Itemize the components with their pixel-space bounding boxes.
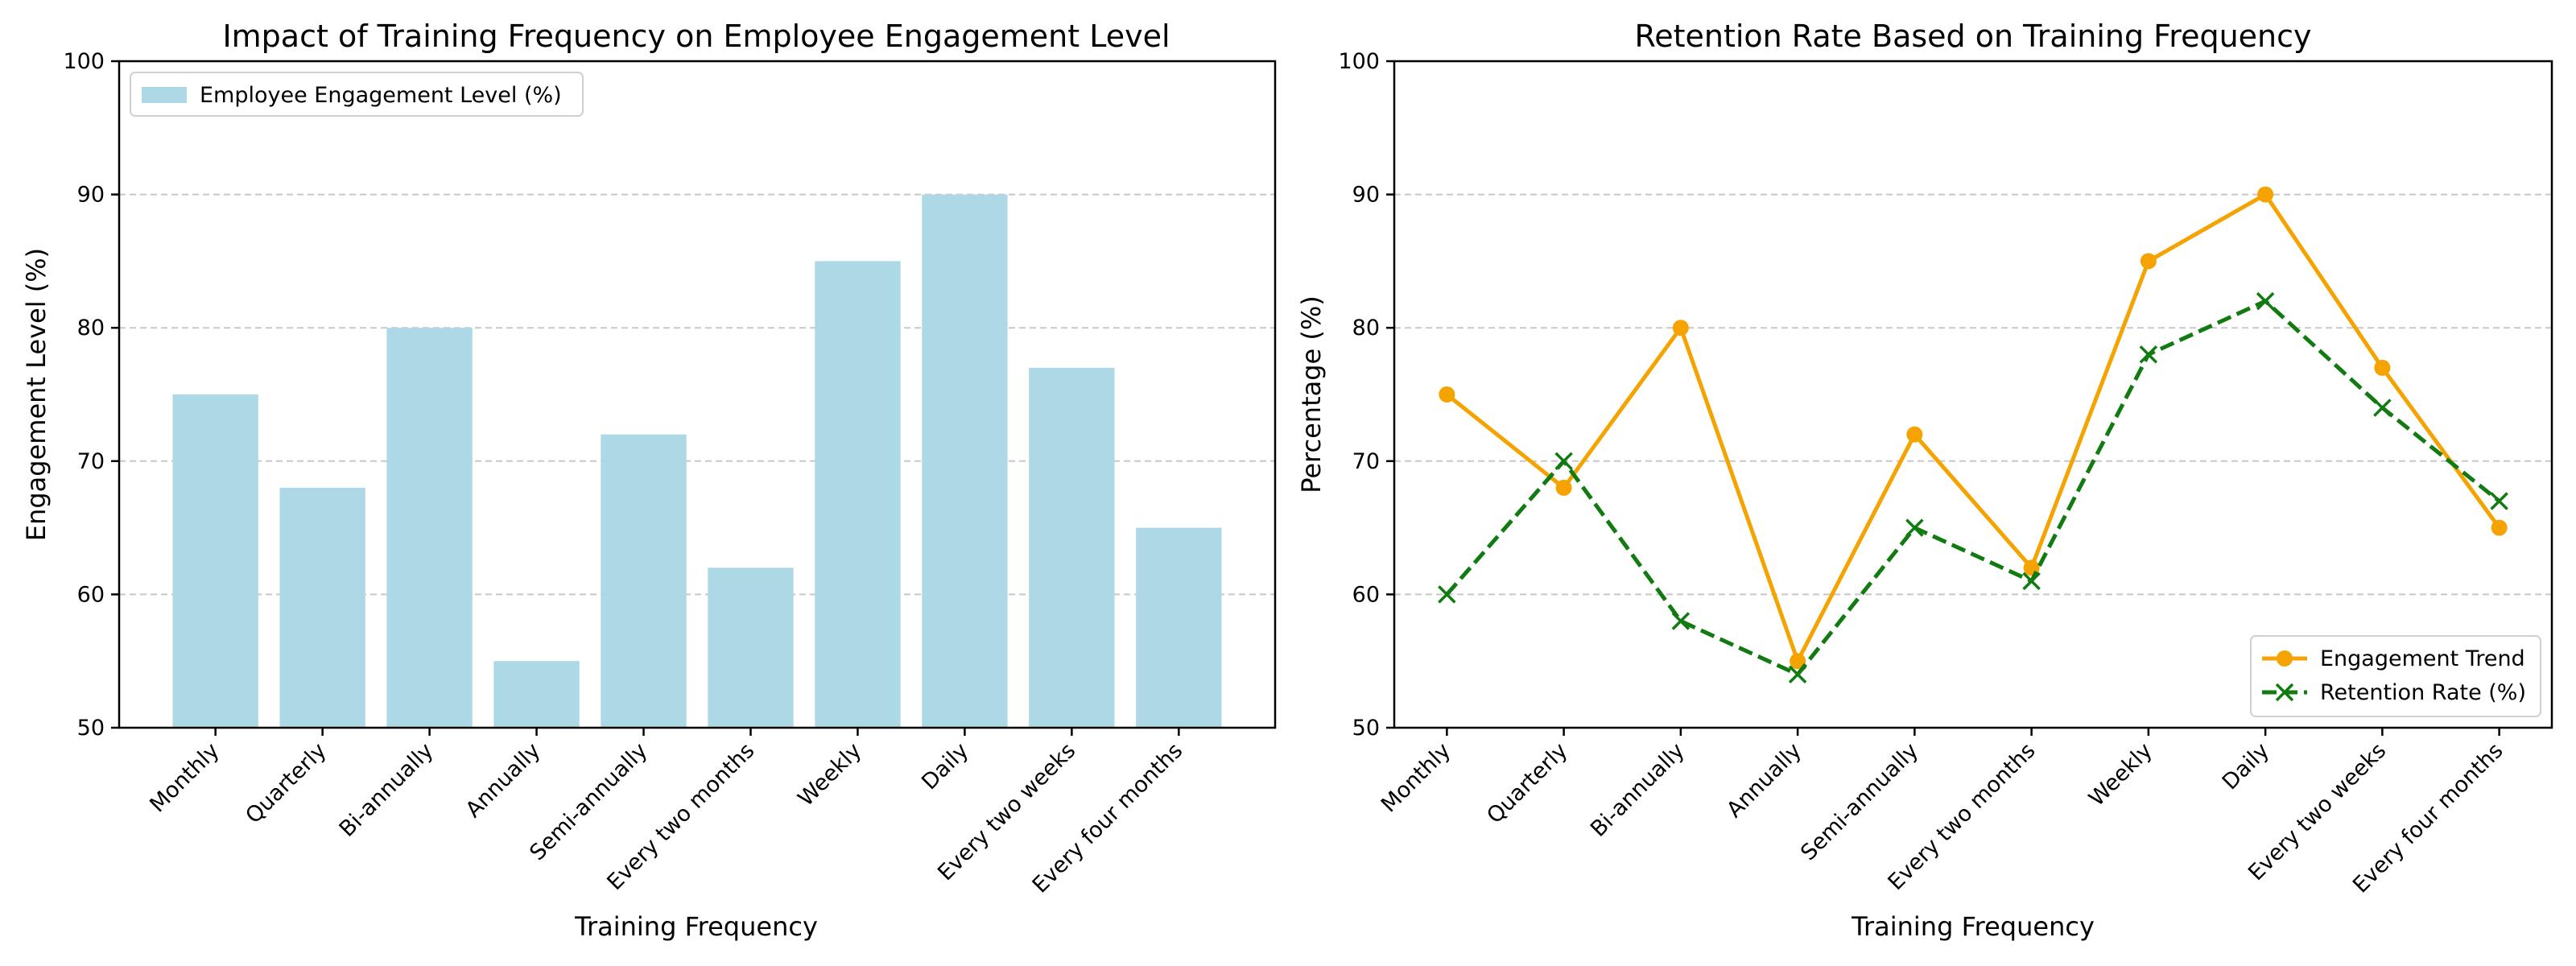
chart-title: Impact of Training Frequency on Employee… bbox=[222, 19, 1170, 54]
data-point bbox=[2490, 492, 2508, 510]
data-point bbox=[2022, 572, 2041, 591]
data-point bbox=[1790, 653, 1806, 670]
bar-daily bbox=[922, 194, 1008, 729]
data-point bbox=[1671, 612, 1690, 630]
data-point bbox=[2140, 253, 2157, 270]
x-tick-label: Bi-annually bbox=[1586, 738, 1690, 842]
x-axis-label: Training Frequency bbox=[574, 911, 818, 942]
bar-annually bbox=[493, 661, 580, 728]
legend: Employee Engagement Level (%) bbox=[130, 72, 584, 117]
y-tick-label: 80 bbox=[1352, 316, 1380, 341]
x-tick-label: Weekly bbox=[794, 738, 867, 811]
y-tick-label: 90 bbox=[1352, 183, 1380, 208]
series-line-1 bbox=[1445, 299, 2501, 677]
data-point bbox=[2373, 398, 2392, 417]
data-point bbox=[2139, 345, 2158, 364]
engagement-bar-chart: Impact of Training Frequency on Employee… bbox=[21, 19, 1277, 942]
data-point bbox=[1439, 386, 1455, 402]
series-line-0 bbox=[1445, 192, 2501, 663]
x-tick-label: Bi-annually bbox=[335, 738, 439, 842]
x-tick-label: Monthly bbox=[1377, 738, 1455, 817]
data-point bbox=[2491, 519, 2508, 536]
x-tick-label: Semi-annually bbox=[1796, 738, 1923, 865]
x-tick-label: Weekly bbox=[2084, 738, 2157, 811]
legend-marker bbox=[2277, 650, 2293, 667]
legend: Engagement Trend Retention Rate (%) bbox=[2250, 635, 2541, 717]
legend-label: Retention Rate (%) bbox=[2320, 680, 2526, 705]
legend-label: Engagement Trend bbox=[2320, 646, 2525, 671]
legend-swatch bbox=[142, 87, 187, 103]
legend-marker bbox=[2275, 683, 2294, 702]
data-point bbox=[1788, 665, 1807, 683]
x-tick-label: Annually bbox=[461, 738, 546, 823]
data-point bbox=[1905, 518, 1924, 537]
y-tick-label: 50 bbox=[77, 716, 105, 741]
y-tick-label: 70 bbox=[1352, 449, 1380, 474]
legend-box bbox=[130, 72, 584, 117]
plot-frame bbox=[118, 60, 1277, 729]
bar-bi-annually bbox=[386, 328, 473, 728]
bar-every-two-months bbox=[708, 568, 794, 728]
bar-every-four-months bbox=[1136, 527, 1222, 728]
retention-line-chart: Retention Rate Based on Training Frequen… bbox=[1296, 19, 2553, 942]
plot-frame bbox=[1393, 60, 2553, 729]
x-tick-label: Monthly bbox=[145, 738, 224, 817]
bar-monthly bbox=[172, 394, 258, 728]
y-tick-label: 60 bbox=[1352, 582, 1380, 607]
x-tick-label: Annually bbox=[1722, 738, 1806, 823]
legend-label: Employee Engagement Level (%) bbox=[200, 83, 562, 108]
y-tick-label: 60 bbox=[77, 582, 105, 607]
x-tick-label: Quarterly bbox=[241, 738, 331, 828]
y-axis-label: Engagement Level (%) bbox=[21, 248, 52, 541]
data-point bbox=[2374, 359, 2391, 376]
y-tick-label: 100 bbox=[63, 49, 105, 74]
x-tick-label: Quarterly bbox=[1482, 738, 1572, 828]
x-tick-label: Daily bbox=[917, 738, 973, 795]
x-axis-label: Training Frequency bbox=[1851, 911, 2095, 942]
y-tick-label: 100 bbox=[1338, 49, 1380, 74]
data-point bbox=[1906, 426, 1923, 443]
legend-box bbox=[2250, 635, 2541, 717]
y-tick-label: 50 bbox=[1352, 716, 1380, 741]
bar-every-two-weeks bbox=[1029, 367, 1115, 728]
y-tick-label: 90 bbox=[77, 183, 105, 208]
data-point bbox=[1554, 452, 1573, 471]
bar-semi-annually bbox=[601, 434, 687, 728]
data-point bbox=[1438, 585, 1456, 604]
x-tick-label: Daily bbox=[2218, 738, 2274, 795]
bar-quarterly bbox=[279, 487, 365, 728]
y-tick-label: 80 bbox=[77, 316, 105, 341]
bar-weekly bbox=[815, 261, 901, 728]
data-point bbox=[2256, 291, 2275, 311]
data-point bbox=[1555, 479, 1572, 496]
y-axis-label: Percentage (%) bbox=[1296, 295, 1327, 493]
y-tick-label: 70 bbox=[77, 449, 105, 474]
data-point bbox=[1672, 320, 1689, 336]
chart-title: Retention Rate Based on Training Frequen… bbox=[1635, 19, 2312, 54]
data-point bbox=[2257, 186, 2274, 203]
